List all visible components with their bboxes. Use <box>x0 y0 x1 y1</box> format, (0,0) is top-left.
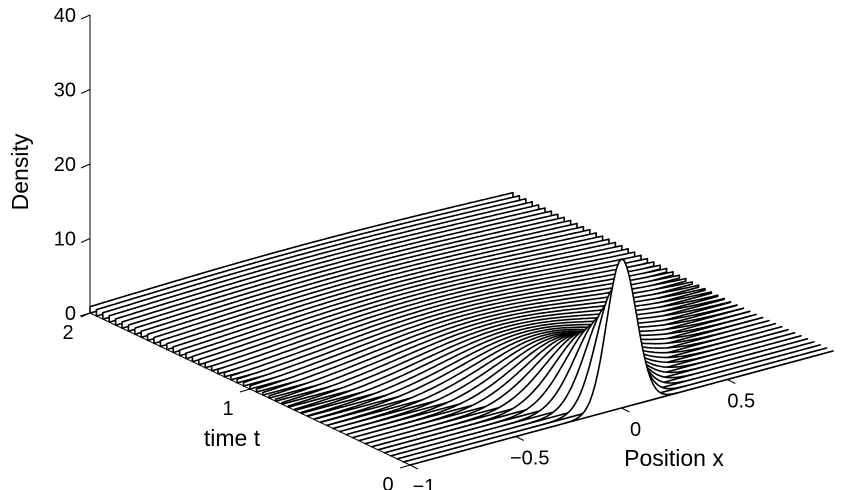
z-tick-label: 10 <box>54 229 76 251</box>
axes <box>79 14 834 470</box>
x-tick <box>409 464 419 470</box>
x-tick <box>621 407 630 413</box>
x-tick <box>515 436 524 441</box>
z-tick-label: 30 <box>54 80 76 102</box>
z-tick <box>80 238 91 243</box>
z-tick-label: 0 <box>65 303 76 325</box>
density-curves <box>89 191 834 466</box>
t-tick-label: 2 <box>62 322 73 344</box>
x-axis-title: Position x <box>624 445 724 471</box>
x-tick <box>727 379 736 384</box>
t-tick-label: 1 <box>222 398 233 420</box>
z-tick <box>80 163 91 169</box>
x-tick-label: −0.5 <box>510 448 549 470</box>
z-tick-label: 20 <box>54 154 76 176</box>
density-curve-t-0.36 <box>351 322 777 439</box>
t-tick <box>79 312 91 317</box>
axis-labels: 0 10 20 30 40 0 1 2 −1 −0.5 0 0.5 Density time t Posit… <box>7 5 755 490</box>
z-tick-label: 40 <box>54 5 76 27</box>
x-tick-label: −1 <box>413 476 436 490</box>
z-tick <box>80 14 91 20</box>
t-tick <box>239 388 251 393</box>
z-axis-title: Density <box>7 133 33 210</box>
z-tick <box>80 89 91 94</box>
t-axis-title: time t <box>204 425 261 451</box>
t-tick <box>399 464 411 469</box>
t-tick-label: 0 <box>382 474 393 490</box>
x-tick-label: 0 <box>630 419 641 441</box>
x-tick-label: 0.5 <box>727 391 755 413</box>
